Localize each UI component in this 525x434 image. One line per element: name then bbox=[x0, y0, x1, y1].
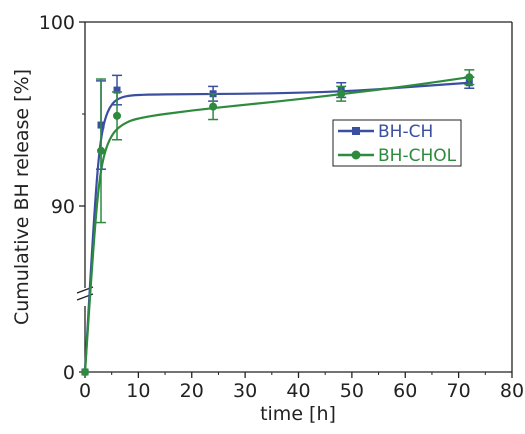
data-point-bh-chol bbox=[113, 111, 122, 120]
x-tick-label: 10 bbox=[126, 380, 150, 402]
plot-area bbox=[76, 21, 513, 373]
fit-curve-bh-chol bbox=[83, 76, 470, 373]
data-point-bh-chol bbox=[337, 89, 346, 98]
legend-label-bh-chol: BH-CHOL bbox=[378, 146, 457, 166]
y-tick-label: 100 bbox=[39, 12, 75, 34]
x-tick-label: 30 bbox=[233, 380, 257, 402]
data-point-bh-chol bbox=[81, 368, 89, 376]
x-tick-label: 70 bbox=[447, 380, 471, 402]
x-axis-title: time [h] bbox=[260, 403, 336, 425]
data-points bbox=[81, 69, 475, 376]
x-tick-label: 50 bbox=[340, 380, 364, 402]
y-tick-label: 0 bbox=[63, 362, 75, 384]
legend-label-bh-ch: BH-CH bbox=[378, 122, 433, 142]
fit-curves bbox=[83, 76, 470, 373]
x-tick-label: 60 bbox=[393, 380, 417, 402]
data-point-bh-ch bbox=[113, 86, 121, 94]
fit-curve-bh-ch bbox=[83, 81, 470, 373]
x-tick-label: 0 bbox=[79, 380, 91, 402]
legend-marker-bh-chol bbox=[351, 150, 361, 160]
ticks: 0 10 20 30 40 50 60 70 80 0 90 100 bbox=[39, 12, 524, 402]
legend: BH-CH BH-CHOL bbox=[332, 119, 462, 167]
y-tick-label: 90 bbox=[51, 196, 75, 218]
y-axis-title: Cumulative BH release [%] bbox=[11, 69, 33, 325]
x-tick-label: 40 bbox=[286, 380, 310, 402]
data-point-bh-chol bbox=[97, 146, 106, 155]
data-point-bh-chol bbox=[209, 102, 218, 111]
x-tick-label: 20 bbox=[180, 380, 204, 402]
data-point-bh-chol bbox=[465, 73, 474, 82]
legend-marker-bh-ch bbox=[352, 127, 360, 135]
x-tick-label: 80 bbox=[500, 380, 524, 402]
